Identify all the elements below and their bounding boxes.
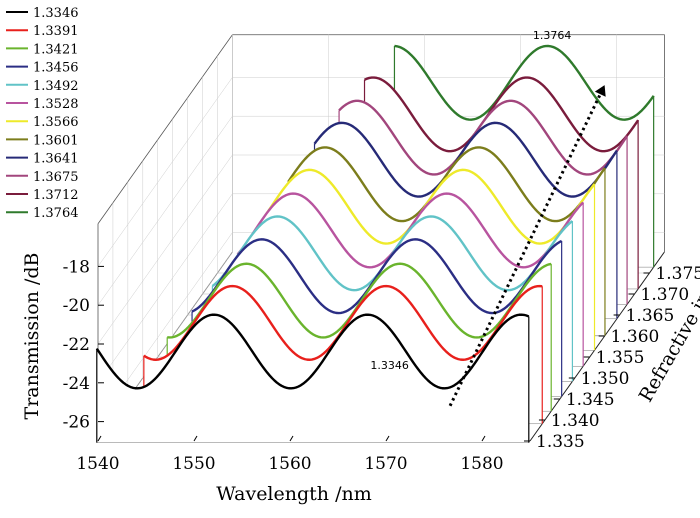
x-tick-label: 1580 xyxy=(460,454,503,474)
back-wall-frame xyxy=(97,34,665,252)
x-axis-label: Wavelength /nm xyxy=(216,483,371,505)
z-tick-label: 1.360 xyxy=(611,327,660,347)
right-floor-edge xyxy=(529,251,665,442)
series-layer: 1.3346 1.3764 xyxy=(95,29,655,443)
y-tick-label: -20 xyxy=(63,296,90,316)
annotation-label: 1.3764 xyxy=(533,29,572,42)
z-tick-label: 1.340 xyxy=(551,411,600,431)
z-tick-label: 1.370 xyxy=(641,285,690,305)
series-line-1.3391 xyxy=(143,284,543,361)
series-line-1.3764 xyxy=(394,44,655,121)
legend-entry-1.3528: 1.3528 xyxy=(33,97,79,112)
series-line-1.3456 xyxy=(191,238,563,315)
y-tick-label: -26 xyxy=(63,413,90,433)
trend-arrow xyxy=(448,85,606,407)
x-tick-mark xyxy=(97,435,102,442)
x-tick-label: 1550 xyxy=(172,454,215,474)
trend-arrow-head xyxy=(594,85,606,97)
series-line-1.3566 xyxy=(262,168,596,245)
legend-entry-1.3492: 1.3492 xyxy=(33,79,79,94)
legend-entry-1.3601: 1.3601 xyxy=(33,133,79,148)
series-surface xyxy=(96,314,529,443)
y-tick-label: -18 xyxy=(63,257,90,277)
legend-entry-1.3764: 1.3764 xyxy=(33,206,79,221)
x-tick-mark xyxy=(481,435,486,442)
z-tick-label: 1.365 xyxy=(626,306,675,326)
x-tick-label: 1560 xyxy=(268,454,311,474)
legend-entry-1.3346: 1.3346 xyxy=(33,6,79,21)
x-tick-mark xyxy=(193,435,198,442)
z-tick-label: 1.350 xyxy=(581,369,630,389)
legend-entry-1.3712: 1.3712 xyxy=(33,188,79,203)
trend-arrow-line xyxy=(448,89,604,407)
series-line-1.3675 xyxy=(338,99,629,176)
z-tick-label: 1.355 xyxy=(596,348,645,368)
legend-entry-1.3675: 1.3675 xyxy=(33,170,79,185)
series-line-1.3601 xyxy=(287,146,606,223)
legend-entry-1.3566: 1.3566 xyxy=(33,115,79,130)
x-tick-label: 1570 xyxy=(364,454,407,474)
y-tick-label: -24 xyxy=(63,374,90,394)
z-tick-label: 1.345 xyxy=(566,390,615,410)
legend-entry-1.3641: 1.3641 xyxy=(33,152,79,167)
x-tick-mark xyxy=(289,435,294,442)
y-tick-label: -22 xyxy=(63,335,90,355)
z-tick-label: 1.335 xyxy=(536,432,585,452)
series-line-1.3641 xyxy=(313,121,618,198)
x-tick-label: 1540 xyxy=(76,454,119,474)
series-line-1.3712 xyxy=(364,76,640,153)
series-line-1.3346 xyxy=(95,313,530,390)
y-axis-label: Transmission /dB xyxy=(21,253,43,420)
legend-entry-1.3456: 1.3456 xyxy=(33,61,79,76)
legend: 1.3346 1.3391 1.3421 1.3456 1.3492 1.3528 1.35… xyxy=(6,6,79,221)
z-tick-label: 1.375 xyxy=(655,264,700,284)
x-tick-mark xyxy=(385,435,390,442)
legend-entry-1.3421: 1.3421 xyxy=(33,42,79,57)
annotation-label: 1.3346 xyxy=(370,359,409,372)
legend-entry-1.3391: 1.3391 xyxy=(33,24,79,39)
tick-layer: 1540 1550 1560 1570 1580 -18 -20 -22 -24 -26 1.335… xyxy=(63,257,700,474)
